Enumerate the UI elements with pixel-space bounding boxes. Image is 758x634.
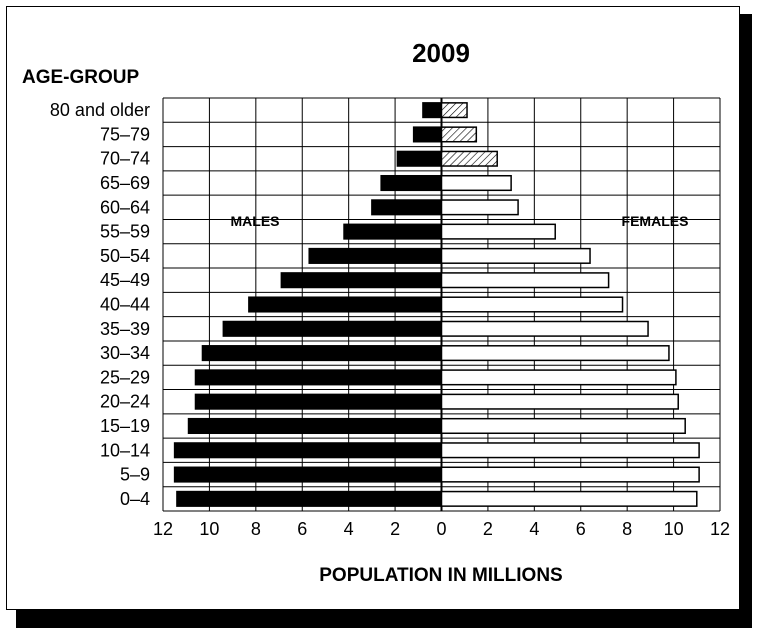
female-bar [440,296,624,313]
category-label: 10–14 [100,440,150,460]
category-label: 70–74 [100,149,150,169]
x-tick-label: 4 [529,519,539,539]
category-label: 45–49 [100,270,150,290]
female-bar [440,393,679,410]
category-label: 30–34 [100,343,150,363]
category-label: 65–69 [100,173,150,193]
male-bar [176,490,443,507]
category-label: 20–24 [100,392,150,412]
female-bar [440,345,670,362]
female-bar [440,490,698,507]
category-label: 50–54 [100,246,150,266]
x-tick-label: 2 [390,519,400,539]
female-bar [440,102,468,119]
category-labels: 80 and older 75–79 70–74 65–69 60–64 55–59 50–… [50,100,150,509]
male-bar [412,126,443,143]
male-bar [222,320,443,337]
male-bar [187,417,443,435]
category-label: 80 and older [50,100,150,120]
x-axis-title: POPULATION IN MILLIONS [319,565,562,586]
female-bar [440,150,498,167]
male-bar [194,369,443,386]
male-bar [343,223,443,240]
x-tick-label: 12 [153,519,173,539]
chart-title: 2009 [412,38,470,68]
category-label: 60–64 [100,197,150,217]
female-bar [440,369,677,386]
x-tick-label: 0 [436,519,446,539]
male-bar [371,199,443,216]
x-tick-label: 10 [199,519,219,539]
female-bar [440,320,649,337]
category-label: 0–4 [120,489,150,509]
male-bar [308,247,443,264]
x-tick-label: 8 [251,519,261,539]
female-bar [440,199,519,216]
x-tick-labels: 12 10 8 6 4 2 0 2 4 6 8 10 12 [153,519,730,539]
male-bar [422,102,443,119]
female-bar [440,223,556,240]
female-bar [440,417,686,435]
x-tick-label: 8 [622,519,632,539]
category-label: 55–59 [100,222,150,242]
female-bar [440,174,512,192]
male-bar [173,442,443,459]
x-tick-label: 10 [664,519,684,539]
male-bar [380,174,443,192]
category-label: 25–29 [100,367,150,387]
series-label-females: FEMALES [622,213,689,229]
x-tick-label: 6 [576,519,586,539]
male-bar [396,150,443,167]
female-bar [440,466,700,483]
category-label: 5–9 [120,465,150,485]
male-bar [248,296,443,313]
x-tick-label: 6 [297,519,307,539]
male-bar [201,345,443,362]
category-label: 40–44 [100,295,150,315]
male-bar [173,466,443,483]
x-tick-label: 2 [483,519,493,539]
female-bar [440,247,591,264]
category-label: 75–79 [100,124,150,144]
y-axis-title: AGE-GROUP [22,67,140,88]
series-label-males: MALES [231,213,280,229]
x-tick-label: 12 [710,519,730,539]
female-bar [440,272,610,289]
x-tick-label: 4 [344,519,354,539]
male-bar [194,393,443,410]
female-bar [440,126,478,143]
category-label: 15–19 [100,416,150,436]
bars [173,102,700,507]
category-label: 35–39 [100,319,150,339]
female-bar [440,442,700,459]
male-bar [280,272,443,289]
